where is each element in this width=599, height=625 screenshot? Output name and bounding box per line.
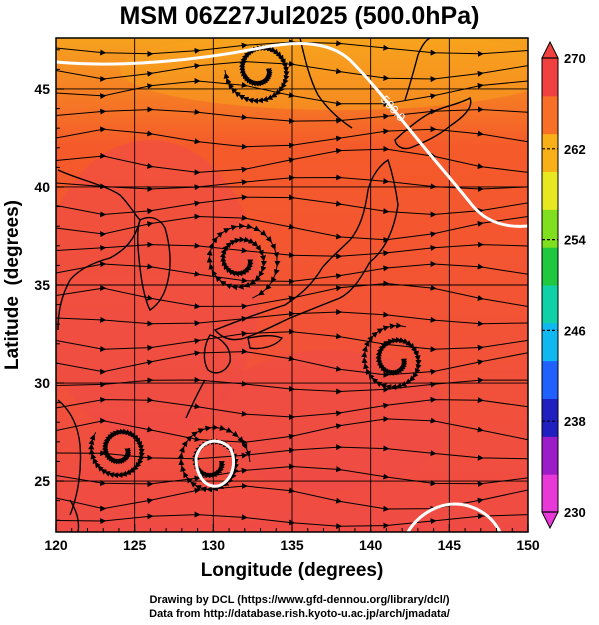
streamline-7 xyxy=(56,194,528,218)
coastline-honshu xyxy=(213,158,399,341)
colorbar-segment-10 xyxy=(542,95,558,135)
streamline-2 xyxy=(56,78,528,108)
colorbar-segment-11 xyxy=(542,58,558,97)
streamline-4 xyxy=(56,126,528,150)
streamline-3 xyxy=(56,106,528,124)
colorbar-bottom-arrow xyxy=(541,511,559,530)
chart-title: MSM 06Z27Jul2025 (500.0hPa) xyxy=(119,2,480,30)
contour-south-low xyxy=(194,439,235,488)
credit-drawing: Drawing by DCL (https://www.gfd-dennou.o… xyxy=(149,594,450,606)
coastline-kyushu xyxy=(203,334,231,374)
streamline-8 xyxy=(56,213,528,243)
colorbar-segment-2 xyxy=(542,398,558,437)
coastline-shikoku xyxy=(247,335,284,350)
y-tick-label-40: 40 xyxy=(34,179,50,195)
x-tick-label-135: 135 xyxy=(280,537,304,553)
colorbar-segment-9 xyxy=(542,133,558,172)
credit-data: Data from http://database.rish.kyoto-u.a… xyxy=(149,608,450,620)
x-axis-label: Longitude (degrees) xyxy=(201,560,384,581)
streamline-9 xyxy=(56,241,528,260)
x-tick-label-130: 130 xyxy=(202,537,226,553)
colorbar-segment-0 xyxy=(542,474,558,513)
coastline-sakhalin xyxy=(404,38,431,101)
streamline-11 xyxy=(56,280,528,310)
colorbar-label-246: 246 xyxy=(564,323,586,338)
streamline-15 xyxy=(56,376,528,395)
x-axis: 120 125 130 135 140 145 150 xyxy=(44,524,540,553)
colorbar-segment-5 xyxy=(542,285,558,324)
coastlines xyxy=(57,38,472,532)
colorbar-label-230: 230 xyxy=(564,505,586,520)
x-tick-label-145: 145 xyxy=(438,537,462,553)
coastline-ryukyu xyxy=(185,379,206,419)
colorbar-segment-7 xyxy=(542,209,558,248)
y-tick-label-35: 35 xyxy=(34,277,50,293)
x-tick-label-125: 125 xyxy=(123,537,147,553)
contour-southeast xyxy=(406,502,502,532)
streamline-24 xyxy=(88,428,145,479)
colorbar-segment-8 xyxy=(542,171,558,210)
streamline-23 xyxy=(177,424,251,493)
streamline-6 xyxy=(56,174,528,192)
y-tick-label-25: 25 xyxy=(34,473,50,489)
colorbar xyxy=(541,40,559,530)
streamline-14 xyxy=(56,348,528,378)
streamline-25 xyxy=(361,322,422,391)
x-tick-label-120: 120 xyxy=(44,537,68,553)
streamline-22 xyxy=(206,223,281,299)
streamline-1 xyxy=(56,58,528,83)
streamline-21 xyxy=(56,511,528,530)
x-tick-label-150: 150 xyxy=(516,537,540,553)
contour-lines xyxy=(56,42,528,532)
colorbar-segment-4 xyxy=(542,322,558,362)
streamline-12 xyxy=(56,308,528,327)
colorbar-label-262: 262 xyxy=(564,142,586,157)
coastline-mainland xyxy=(57,169,141,516)
y-axis-label: Latitude (degrees) xyxy=(2,200,23,370)
streamline-5 xyxy=(56,145,528,176)
y-axis: 25 30 35 40 45 xyxy=(34,49,64,521)
colorbar-segment-6 xyxy=(542,247,558,286)
colorbar-labels: 270 262 254 246 238 230 xyxy=(542,51,586,520)
streamline-17 xyxy=(56,416,528,446)
y-tick-label-30: 30 xyxy=(34,375,50,391)
streamlines xyxy=(56,39,528,530)
colorbar-segment-3 xyxy=(542,360,558,399)
colorbar-segment-1 xyxy=(542,436,558,475)
warm-patch-north xyxy=(120,38,528,110)
colorbar-label-238: 238 xyxy=(564,414,586,429)
colorbar-top-arrow xyxy=(541,40,559,59)
colorbar-label-270: 270 xyxy=(564,51,586,66)
colorbar-label-254: 254 xyxy=(564,233,586,248)
streamline-0 xyxy=(56,39,528,57)
coastline-russia xyxy=(299,38,353,129)
x-tick-label-140: 140 xyxy=(359,537,383,553)
contour-north xyxy=(56,42,528,228)
coastline-korea xyxy=(137,216,171,312)
coastline-taiwan xyxy=(69,499,80,532)
y-tick-label-45: 45 xyxy=(34,81,50,97)
coastline-hokkaido xyxy=(394,96,472,150)
